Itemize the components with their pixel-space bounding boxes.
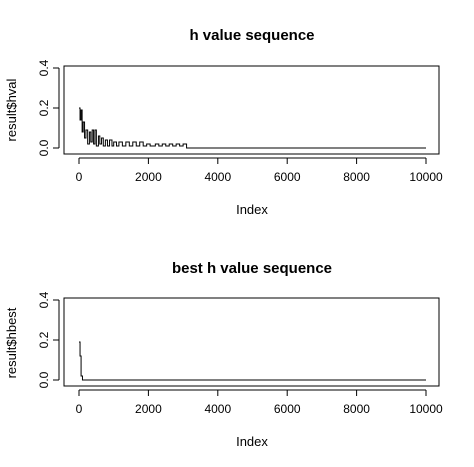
x-tick-label: 10000	[409, 402, 443, 416]
x-tick-label: 8000	[343, 402, 370, 416]
x-tick-label: 4000	[204, 170, 231, 184]
series-line-hbest	[79, 341, 426, 381]
x-tick-label: 10000	[409, 170, 443, 184]
x-tick-label: 4000	[204, 402, 231, 416]
chart-title: h value sequence	[189, 27, 314, 44]
y-tick-label: 0.2	[37, 331, 51, 348]
panel-best-h-value: best h value sequence 0.0 0.2 0.4 0 2000 400…	[4, 260, 443, 449]
y-axis-label: result$hval	[4, 78, 19, 141]
y-axis-label: result$hbest	[4, 307, 19, 378]
x-tick-label: 8000	[343, 170, 370, 184]
panel-h-value: h value sequence 0.0 0.2 0.4 0 2000 4000 6000…	[4, 27, 443, 217]
x-axis: 0 2000 4000 6000 8000 10000	[76, 389, 443, 416]
plot-frame	[63, 297, 440, 387]
chart-title: best h value sequence	[172, 260, 332, 277]
x-tick-label: 0	[76, 170, 83, 184]
x-axis-label: Index	[236, 434, 268, 449]
y-tick-label: 0.4	[37, 59, 51, 76]
y-tick-label: 0.0	[37, 139, 51, 156]
y-tick-label: 0.2	[37, 99, 51, 116]
y-tick-label: 0.0	[37, 371, 51, 388]
y-axis: 0.0 0.2 0.4	[37, 59, 60, 156]
y-axis: 0.0 0.2 0.4	[37, 291, 60, 388]
x-axis: 0 2000 4000 6000 8000 10000	[76, 157, 443, 184]
series-line-hval	[79, 107, 426, 149]
x-tick-label: 6000	[274, 402, 301, 416]
plot-frame	[63, 65, 440, 155]
x-tick-label: 2000	[135, 170, 162, 184]
y-tick-label: 0.4	[37, 291, 51, 308]
x-tick-label: 2000	[135, 402, 162, 416]
x-axis-label: Index	[236, 202, 268, 217]
x-tick-label: 6000	[274, 170, 301, 184]
x-tick-label: 0	[76, 402, 83, 416]
